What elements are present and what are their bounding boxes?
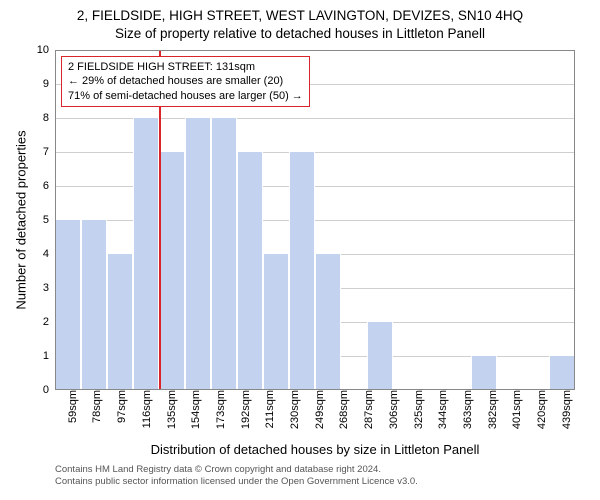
x-tick-label: 173sqm xyxy=(211,390,227,429)
y-tick-label: 2 xyxy=(43,316,55,328)
chart-container: 2, FIELDSIDE, HIGH STREET, WEST LAVINGTO… xyxy=(0,0,600,500)
x-tick-label: 154sqm xyxy=(186,390,202,429)
chart-title-line2: Size of property relative to detached ho… xyxy=(0,26,600,41)
x-tick-label: 363sqm xyxy=(458,390,474,429)
x-tick-label: 59sqm xyxy=(63,390,79,423)
y-tick-label: 10 xyxy=(37,44,55,56)
x-tick-label: 97sqm xyxy=(112,390,128,423)
y-tick-label: 3 xyxy=(43,282,55,294)
x-tick-label: 287sqm xyxy=(359,390,375,429)
footer-line2: Contains public sector information licen… xyxy=(55,476,575,488)
x-tick-label: 382sqm xyxy=(483,390,499,429)
x-tick-label: 249sqm xyxy=(310,390,326,429)
x-tick-label: 135sqm xyxy=(162,390,178,429)
y-axis-label: Number of detached properties xyxy=(14,130,29,309)
y-axis-label-wrap: Number of detached properties xyxy=(14,50,28,390)
y-tick-label: 8 xyxy=(43,112,55,124)
x-tick-label: 230sqm xyxy=(285,390,301,429)
x-tick-label: 211sqm xyxy=(260,390,276,428)
x-tick-label: 192sqm xyxy=(236,390,252,429)
x-tick-label: 420sqm xyxy=(532,390,548,429)
x-tick-label: 325sqm xyxy=(409,390,425,429)
y-tick-label: 6 xyxy=(43,180,55,192)
x-tick-label: 439sqm xyxy=(557,390,573,429)
y-tick-label: 4 xyxy=(43,248,55,260)
footer-line1: Contains HM Land Registry data © Crown c… xyxy=(55,464,575,476)
x-tick-label: 116sqm xyxy=(137,390,153,428)
x-tick-label: 268sqm xyxy=(334,390,350,429)
y-tick-label: 1 xyxy=(43,350,55,362)
plot-border xyxy=(55,50,575,390)
chart-footer: Contains HM Land Registry data © Crown c… xyxy=(55,464,575,488)
y-tick-label: 7 xyxy=(43,146,55,158)
x-tick-label: 344sqm xyxy=(433,390,449,429)
x-axis-label: Distribution of detached houses by size … xyxy=(55,442,575,457)
x-tick-label: 401sqm xyxy=(507,390,523,429)
y-tick-label: 5 xyxy=(43,214,55,226)
y-tick-label: 0 xyxy=(43,384,55,396)
x-tick-label: 78sqm xyxy=(87,390,103,423)
y-tick-label: 9 xyxy=(43,78,55,90)
chart-title-line1: 2, FIELDSIDE, HIGH STREET, WEST LAVINGTO… xyxy=(0,8,600,23)
x-tick-label: 306sqm xyxy=(384,390,400,429)
plot-area: 01234567891059sqm78sqm97sqm116sqm135sqm1… xyxy=(55,50,575,390)
